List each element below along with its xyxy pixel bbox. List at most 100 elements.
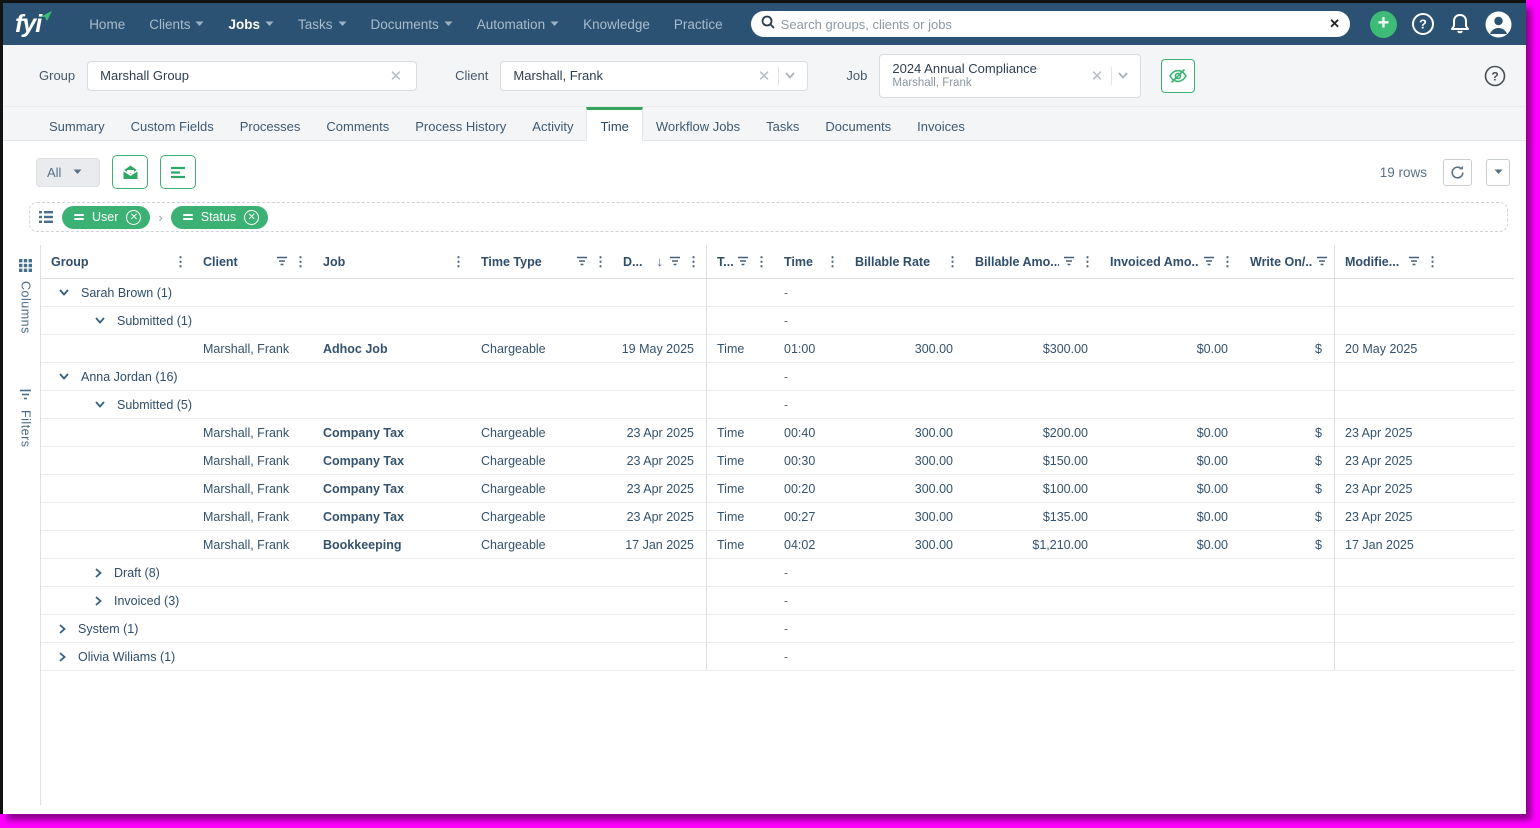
- job-clear-icon[interactable]: ✕: [1090, 67, 1104, 85]
- tab-documents[interactable]: Documents: [825, 119, 892, 134]
- filter-icon[interactable]: [669, 255, 681, 269]
- column-header-t[interactable]: T... ⋮: [706, 245, 774, 278]
- group-row-system-1[interactable]: System (1) -: [41, 615, 1514, 643]
- nav-item-jobs[interactable]: Jobs: [220, 11, 282, 38]
- job-field[interactable]: 2024 Annual Compliance Marshall, Frank ✕: [879, 53, 1142, 98]
- notifications-bell-icon[interactable]: [1449, 13, 1471, 36]
- time-entry-row[interactable]: Marshall, Frank Company Tax Chargeable 23 A…: [41, 475, 1514, 503]
- group-field[interactable]: Marshall Group ✕: [87, 60, 418, 91]
- tab-invoices[interactable]: Invoices: [917, 119, 965, 134]
- remove-chip-icon[interactable]: ✕: [244, 209, 260, 225]
- group-columns-button[interactable]: [160, 155, 196, 189]
- group-by-chip-user[interactable]: User ✕: [62, 205, 151, 229]
- tab-process-history[interactable]: Process History: [415, 119, 507, 134]
- column-header-time[interactable]: Time ⋮: [784, 254, 839, 269]
- collapse-group-icon[interactable]: [95, 401, 105, 408]
- column-menu-icon[interactable]: ⋮: [755, 254, 768, 269]
- refresh-options-button[interactable]: [1486, 158, 1510, 186]
- expand-group-icon[interactable]: [59, 623, 66, 634]
- column-header-billable-rate[interactable]: Billable Rate ⋮: [855, 254, 959, 269]
- email-export-button[interactable]: [112, 155, 148, 189]
- collapse-group-icon[interactable]: [95, 317, 105, 324]
- time-entry-row[interactable]: Marshall, Frank Company Tax Chargeable 23 A…: [41, 503, 1514, 531]
- group-row-anna-jordan-16[interactable]: Anna Jordan (16) -: [41, 363, 1514, 391]
- client-clear-icon[interactable]: ✕: [757, 67, 771, 85]
- help-icon[interactable]: ?: [1411, 12, 1435, 36]
- collapse-group-icon[interactable]: [59, 289, 69, 296]
- filter-icon[interactable]: [1316, 255, 1328, 269]
- column-menu-icon[interactable]: ⋮: [294, 254, 307, 269]
- sort-desc-icon[interactable]: ↓: [656, 254, 664, 269]
- time-entry-row[interactable]: Marshall, Frank Bookkeeping Chargeable 17 J…: [41, 531, 1514, 559]
- group-row-invoiced-3[interactable]: Invoiced (3) -: [41, 587, 1514, 615]
- drag-handle-icon[interactable]: [74, 214, 84, 220]
- group-row-submitted-5[interactable]: Submitted (5) -: [41, 391, 1514, 419]
- tab-summary[interactable]: Summary: [49, 119, 105, 134]
- column-header-billable-amo[interactable]: Billable Amo... ⋮: [975, 254, 1094, 269]
- nav-item-documents[interactable]: Documents: [363, 11, 461, 38]
- group-row-sarah-brown-1[interactable]: Sarah Brown (1) -: [41, 279, 1514, 307]
- column-header-write-on[interactable]: Write On/...: [1240, 245, 1334, 278]
- column-menu-icon[interactable]: ⋮: [1426, 254, 1439, 269]
- remove-chip-icon[interactable]: ✕: [126, 209, 142, 225]
- view-filter-select[interactable]: All: [36, 157, 100, 187]
- nav-item-automation[interactable]: Automation: [469, 11, 567, 38]
- side-tab-filters[interactable]: Filters: [19, 388, 33, 447]
- group-row-olivia-wiliams-1[interactable]: Olivia Wiliams (1) -: [41, 643, 1514, 671]
- column-menu-icon[interactable]: ⋮: [1221, 254, 1234, 269]
- nav-item-tasks[interactable]: Tasks: [290, 11, 355, 38]
- time-entry-row[interactable]: Marshall, Frank Company Tax Chargeable 23 A…: [41, 447, 1514, 475]
- tab-comments[interactable]: Comments: [326, 119, 390, 134]
- tab-tasks[interactable]: Tasks: [766, 119, 800, 134]
- expand-group-icon[interactable]: [59, 651, 66, 662]
- hide-job-context-button[interactable]: [1161, 58, 1196, 93]
- tab-time[interactable]: Time: [586, 107, 643, 141]
- fyi-logo[interactable]: fyi: [15, 11, 55, 37]
- filter-icon[interactable]: [276, 255, 288, 269]
- column-menu-icon[interactable]: ⋮: [826, 254, 839, 269]
- context-help-icon[interactable]: ?: [1484, 65, 1506, 87]
- filter-icon[interactable]: [1063, 255, 1075, 269]
- column-menu-icon[interactable]: ⋮: [174, 254, 187, 269]
- column-header-group[interactable]: Group ⋮: [51, 254, 187, 269]
- time-entry-row[interactable]: Marshall, Frank Adhoc Job Chargeable 19 May…: [41, 335, 1514, 363]
- nav-item-knowledge[interactable]: Knowledge: [583, 16, 650, 32]
- column-header-invoiced-amo[interactable]: Invoiced Amo... ⋮: [1110, 254, 1234, 269]
- tab-workflow-jobs[interactable]: Workflow Jobs: [655, 119, 741, 134]
- search-input[interactable]: [780, 16, 1324, 32]
- column-menu-icon[interactable]: ⋮: [594, 254, 607, 269]
- client-field[interactable]: Marshall, Frank ✕: [500, 60, 809, 91]
- user-avatar-icon[interactable]: [1485, 11, 1512, 38]
- global-search[interactable]: ✕: [750, 11, 1350, 37]
- add-button[interactable]: +: [1370, 10, 1397, 38]
- group-clear-icon[interactable]: ✕: [389, 67, 403, 85]
- filter-icon[interactable]: [1408, 255, 1420, 269]
- column-menu-icon[interactable]: ⋮: [1081, 254, 1094, 269]
- column-header-job[interactable]: Job ⋮: [323, 254, 465, 269]
- drag-handle-icon[interactable]: [182, 214, 193, 220]
- side-tab-columns[interactable]: Columns: [19, 259, 33, 334]
- column-header-modifie[interactable]: Modifie... ⋮: [1334, 245, 1445, 278]
- client-dropdown-icon[interactable]: [781, 72, 799, 79]
- nav-item-clients[interactable]: Clients: [141, 11, 212, 38]
- group-by-chip-status[interactable]: Status ✕: [170, 205, 269, 229]
- group-row-draft-8[interactable]: Draft (8) -: [41, 559, 1514, 587]
- expand-group-icon[interactable]: [95, 595, 102, 606]
- column-menu-icon[interactable]: ⋮: [452, 254, 465, 269]
- filter-icon[interactable]: [737, 255, 749, 269]
- search-clear-icon[interactable]: ✕: [1329, 16, 1340, 31]
- refresh-button[interactable]: [1443, 158, 1472, 186]
- time-entry-row[interactable]: Marshall, Frank Company Tax Chargeable 23 A…: [41, 419, 1514, 447]
- filter-icon[interactable]: [576, 255, 588, 269]
- column-menu-icon[interactable]: ⋮: [687, 254, 700, 269]
- job-dropdown-icon[interactable]: [1114, 72, 1132, 79]
- tab-custom-fields[interactable]: Custom Fields: [130, 119, 214, 134]
- expand-group-icon[interactable]: [95, 567, 102, 578]
- column-header-d[interactable]: D... ↓ ⋮: [623, 254, 700, 269]
- group-row-submitted-1[interactable]: Submitted (1) -: [41, 307, 1514, 335]
- nav-item-practice[interactable]: Practice: [673, 16, 723, 32]
- nav-item-home[interactable]: Home: [89, 16, 126, 32]
- collapse-group-icon[interactable]: [59, 373, 69, 380]
- column-header-client[interactable]: Client ⋮: [203, 254, 307, 269]
- tab-processes[interactable]: Processes: [239, 119, 301, 134]
